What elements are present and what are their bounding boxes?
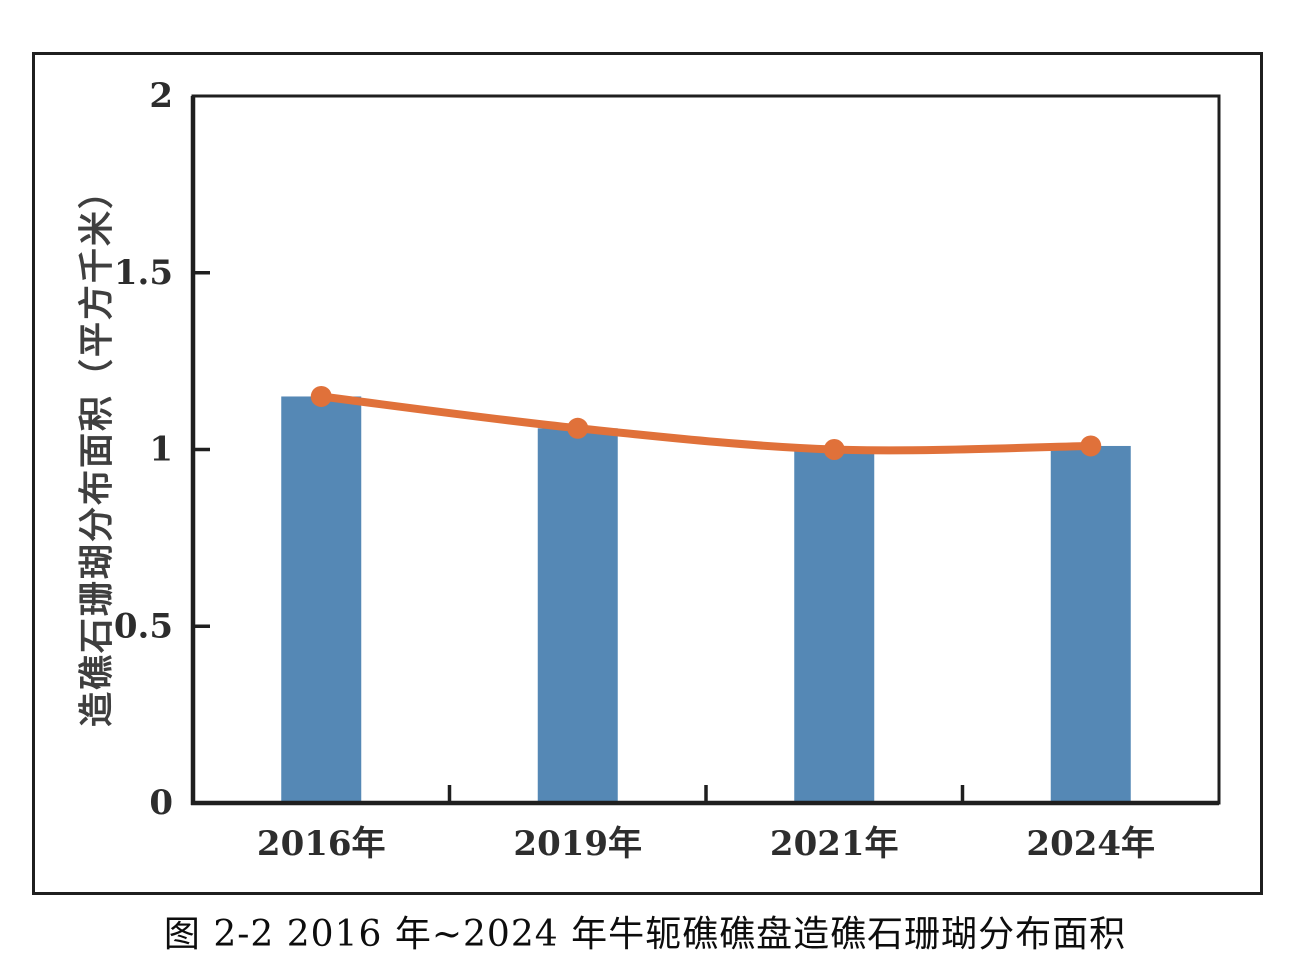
coral-area-combo-chart: 0 0.5 1 1.5 2 2016年 2019年 2021年 2024年 造礁石珊瑚分布面积（平… [77, 76, 1221, 864]
y-tick-label: 0.5 [114, 606, 173, 646]
line-marker-2019年 [567, 417, 589, 439]
bar-2016年 [281, 396, 362, 803]
x-tick-label-2024年: 2024年 [1026, 824, 1155, 864]
line-marker-2021年 [823, 439, 845, 460]
y-tick-label: 0 [149, 783, 173, 823]
x-tick-label-2019年: 2019年 [513, 824, 642, 864]
y-tick-label: 2 [149, 76, 173, 116]
x-tick-label-2021年: 2021年 [770, 824, 899, 864]
bar-2021年 [794, 449, 875, 803]
trend-line [317, 392, 1095, 455]
y-axis-title: 造礁石珊瑚分布面积（平方千米） [77, 172, 118, 727]
line-marker-2024年 [1080, 435, 1102, 457]
bar-2019年 [537, 428, 618, 803]
figure-caption: 图 2-2 2016 年~2024 年牛轭礁礁盘造礁石珊瑚分布面积 [163, 914, 1127, 955]
figure-frame: 0 0.5 1 1.5 2 2016年 2019年 2021年 2024年 造礁石珊瑚分布面积（平… [32, 52, 1263, 895]
x-tick-label-2016年: 2016年 [257, 824, 386, 864]
line-marker-2016年 [310, 385, 332, 407]
y-tick-label: 1.5 [114, 253, 173, 293]
bar-2024年 [1050, 445, 1131, 803]
y-tick-label: 1 [149, 430, 173, 470]
